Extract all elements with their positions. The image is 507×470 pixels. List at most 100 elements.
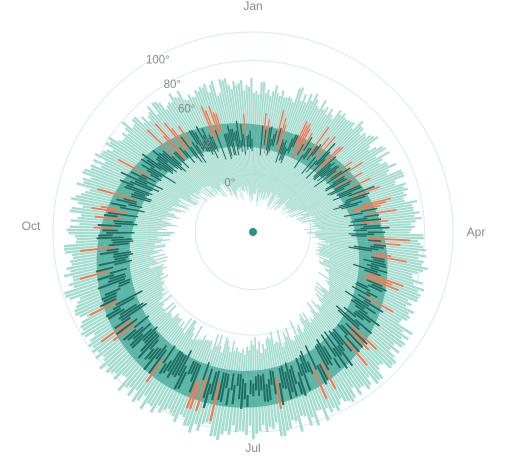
above-normal-bar — [163, 122, 187, 151]
actual-temperature-bar — [173, 354, 187, 378]
actual-temperature-bar — [268, 138, 273, 153]
actual-temperature-bar — [326, 167, 351, 185]
actual-temperature-bar — [304, 345, 318, 370]
normal-range-bar — [254, 124, 257, 148]
above-normal-bar — [296, 125, 308, 146]
actual-temperature-bar — [97, 274, 115, 281]
above-normal-bar — [323, 146, 344, 166]
above-normal-bar — [262, 113, 267, 138]
above-normal-bar — [351, 186, 380, 198]
actual-temperature-bar — [306, 160, 318, 173]
actual-temperature-bar — [313, 155, 337, 178]
actual-temperature-bar — [120, 302, 148, 322]
actual-temperature-bar — [363, 214, 379, 218]
actual-temperature-bar — [334, 180, 352, 190]
actual-temperature-bar — [357, 293, 372, 303]
above-normal-bar — [368, 237, 411, 242]
actual-temperature-bar — [330, 187, 345, 196]
actual-temperature-bar — [235, 120, 241, 148]
actual-temperature-bar — [156, 156, 178, 173]
above-normal-bar — [277, 124, 287, 152]
actual-temperature-bar — [322, 345, 333, 360]
temperature-tick-label: 0° — [224, 177, 235, 189]
month-label-jul: Jul — [245, 441, 260, 455]
above-normal-bar — [96, 188, 138, 201]
actual-temperature-bar — [124, 186, 150, 197]
actual-temperature-bar — [155, 344, 168, 360]
actual-temperature-bar — [108, 242, 129, 247]
above-normal-bar — [177, 125, 192, 145]
actual-temperature-bar — [190, 130, 205, 151]
actual-temperature-bar — [343, 306, 357, 318]
above-normal-bar — [374, 252, 392, 258]
above-normal-bar — [371, 241, 401, 246]
actual-temperature-bar — [107, 211, 139, 218]
actual-temperature-bar — [355, 282, 371, 292]
actual-temperature-bar — [138, 177, 164, 191]
actual-temperature-bar — [240, 139, 243, 152]
actual-temperature-bar — [133, 315, 150, 329]
actual-temperature-bar — [119, 206, 145, 213]
actual-temperature-bar — [149, 166, 176, 184]
actual-temperature-bar — [302, 136, 313, 152]
actual-temperature-bar — [231, 384, 236, 405]
actual-temperature-bar — [323, 331, 343, 357]
actual-temperature-bar — [143, 347, 162, 371]
normal-range-bar — [261, 125, 266, 149]
actual-temperature-bar — [292, 134, 299, 148]
actual-temperature-bar — [146, 169, 160, 178]
actual-temperature-bar — [337, 309, 360, 331]
above-normal-bar — [94, 215, 122, 221]
actual-temperature-bar — [370, 262, 387, 269]
actual-temperature-bar — [254, 376, 258, 391]
above-normal-bar — [79, 269, 110, 281]
actual-temperature-bar — [120, 171, 148, 185]
actual-temperature-bar — [141, 164, 163, 178]
actual-temperature-bar — [162, 345, 176, 364]
above-normal-bar — [209, 382, 221, 422]
actual-temperature-bar — [332, 331, 344, 346]
actual-temperature-bar — [335, 305, 360, 327]
actual-temperature-bar — [330, 170, 343, 180]
actual-temperature-bar — [354, 310, 372, 324]
normal-range-bar — [255, 124, 259, 148]
actual-temperature-bar — [284, 371, 293, 400]
above-normal-bar — [313, 137, 330, 157]
temperature-tick-label: 100° — [146, 54, 170, 66]
above-normal-bar — [355, 201, 387, 210]
above-normal-bar — [312, 367, 328, 400]
actual-temperature-bar — [340, 324, 364, 349]
actual-temperature-bar — [162, 152, 183, 171]
above-normal-bar — [315, 146, 341, 172]
actual-temperature-bar — [338, 202, 351, 207]
normal-range-bar — [258, 125, 263, 149]
actual-temperature-bar — [210, 370, 221, 401]
month-label-oct: Oct — [22, 219, 41, 233]
actual-temperature-bar — [180, 136, 198, 159]
actual-temperature-bar — [364, 269, 381, 277]
actual-temperature-bar — [344, 195, 366, 204]
actual-temperature-bar — [360, 207, 378, 213]
above-normal-bar — [306, 126, 330, 158]
actual-temperature-bar — [132, 322, 152, 340]
actual-temperature-bar — [303, 147, 313, 160]
actual-temperature-bar — [107, 308, 125, 320]
above-normal-bar — [368, 209, 397, 215]
actual-temperature-bar — [188, 364, 202, 393]
actual-temperature-bar — [231, 128, 236, 141]
above-normal-bar — [275, 109, 285, 139]
actual-temperature-bar — [344, 334, 361, 353]
normal-range-bar — [257, 124, 261, 148]
actual-temperature-bar — [230, 373, 235, 391]
actual-temperature-bar — [201, 141, 209, 153]
actual-temperature-bar — [202, 361, 210, 381]
above-normal-bar — [347, 204, 381, 213]
actual-temperature-bar — [263, 129, 267, 146]
actual-temperature-bar — [297, 381, 304, 395]
actual-temperature-bar — [259, 375, 263, 391]
actual-temperature-bar — [348, 223, 368, 227]
above-normal-bar — [315, 136, 336, 160]
actual-temperature-bar — [313, 162, 336, 181]
actual-temperature-bar — [157, 161, 174, 175]
